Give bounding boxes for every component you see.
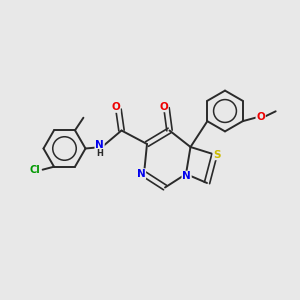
Text: Cl: Cl	[30, 165, 40, 175]
Text: O: O	[111, 102, 120, 112]
Text: N: N	[182, 171, 191, 182]
Text: O: O	[256, 112, 265, 122]
Text: H: H	[96, 149, 103, 158]
Text: N: N	[95, 140, 104, 150]
Text: O: O	[159, 101, 168, 112]
Text: N: N	[136, 169, 146, 179]
Text: S: S	[213, 149, 221, 160]
